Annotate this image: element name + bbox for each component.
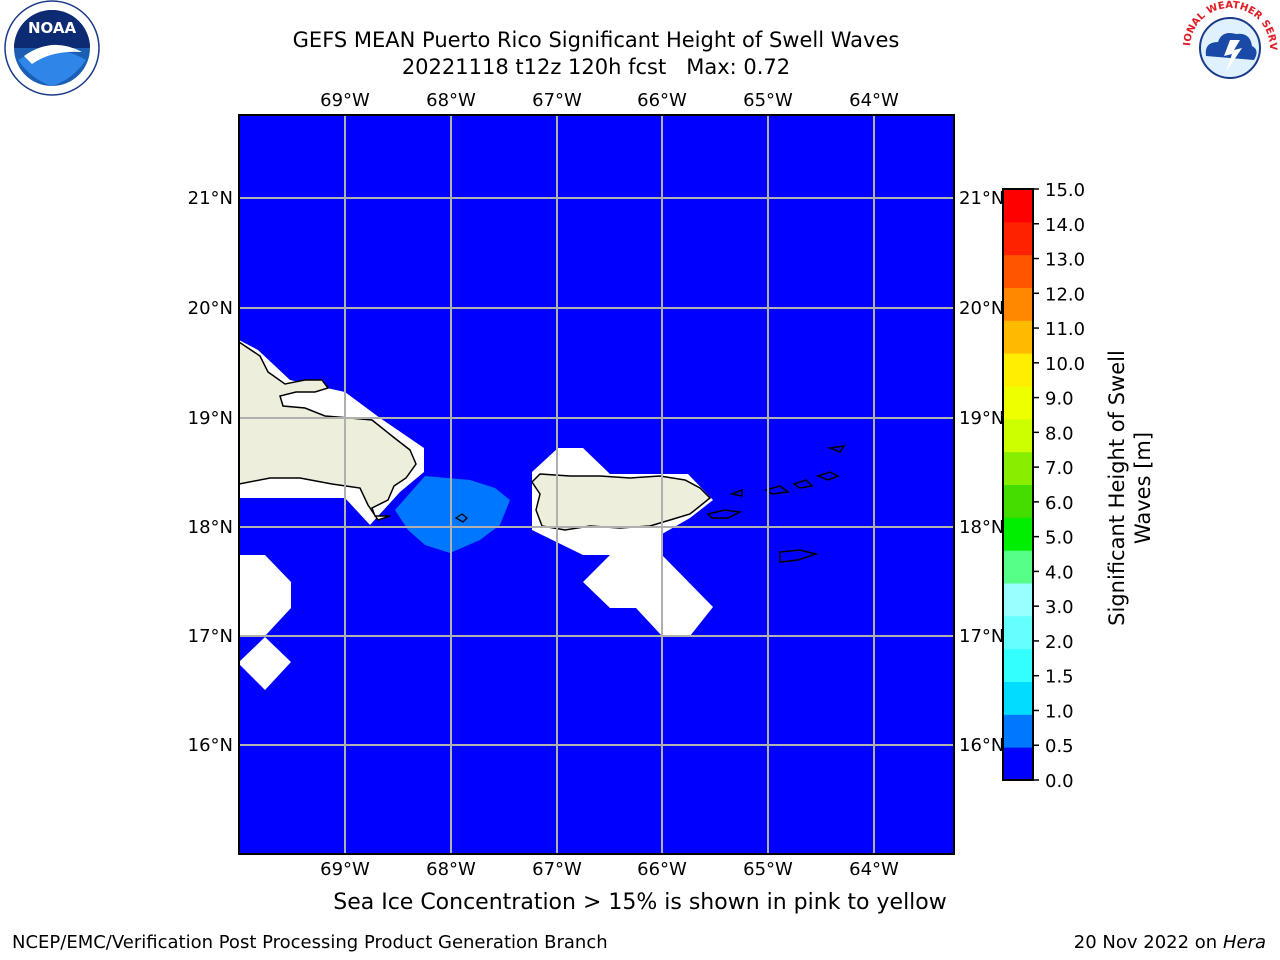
- colorbar-tick-label: 0.5: [1045, 736, 1074, 757]
- colorbar-tick-label: 3.0: [1045, 597, 1074, 618]
- lat-label: 16°N: [959, 735, 1004, 756]
- colorbar-tick-label: 9.0: [1045, 389, 1074, 410]
- lat-label: 17°N: [959, 626, 1004, 647]
- colorbar-segment: [1003, 353, 1033, 387]
- island-mona: [454, 513, 468, 523]
- colorbar-segment: [1003, 287, 1033, 321]
- lon-label: 65°W: [743, 90, 793, 111]
- lat-label: 20°N: [188, 298, 233, 319]
- colorbar-title: Significant Height of Swell Waves [m]: [1105, 350, 1155, 626]
- land-hispaniola: [239, 341, 417, 521]
- colorbar-tick-label: 8.0: [1045, 423, 1074, 444]
- colorbar-segment: [1003, 189, 1033, 223]
- footer-machine: Hera: [1222, 932, 1266, 953]
- colorbar-segment: [1003, 648, 1033, 682]
- lon-label: 66°W: [637, 859, 687, 880]
- footer-date: 20 Nov 2022 on Hera: [1074, 932, 1266, 953]
- island-st-john: [792, 479, 814, 489]
- lon-label: 66°W: [637, 90, 687, 111]
- colorbar-tick-label: 4.0: [1045, 562, 1074, 583]
- colorbar-tick-label: 13.0: [1045, 250, 1085, 271]
- colorbar-tick-label: 10.0: [1045, 354, 1085, 375]
- colorbar-segment: [1003, 451, 1033, 485]
- island-anegada: [827, 445, 846, 453]
- sea-ice-footnote: Sea Ice Concentration > 15% is shown in …: [333, 890, 947, 915]
- lon-label: 64°W: [849, 90, 899, 111]
- lon-label: 69°W: [320, 90, 370, 111]
- colorbar-tick-label: 14.0: [1045, 215, 1085, 236]
- lat-label: 21°N: [188, 188, 233, 209]
- swell-contour-0-5m: [395, 476, 510, 553]
- map-panel: [239, 115, 954, 854]
- lon-label: 65°W: [743, 859, 793, 880]
- lat-label: 21°N: [959, 188, 1004, 209]
- nws-logo: NATIONAL WEATHER SERVICE: [1180, 0, 1278, 94]
- lat-label: 18°N: [959, 517, 1004, 538]
- colorbar-segment: [1003, 714, 1033, 748]
- lat-labels-left: 21°N 20°N 19°N 18°N 17°N 16°N: [188, 188, 233, 756]
- island-culebra: [729, 488, 743, 497]
- chart-title: GEFS MEAN Puerto Rico Significant Height…: [292, 28, 900, 52]
- colorbar-segment: [1003, 418, 1033, 453]
- lon-label: 69°W: [320, 859, 370, 880]
- no-data-area-south-pr: [583, 555, 713, 636]
- lat-label: 16°N: [188, 735, 233, 756]
- colorbar-segment: [1003, 747, 1033, 781]
- island-st-croix: [779, 549, 819, 563]
- noaa-logo: NOAA: [4, 0, 100, 96]
- colorbar-segment: [1003, 517, 1033, 551]
- colorbar-tick-label: 7.0: [1045, 458, 1074, 479]
- colorbar-tick-label: 11.0: [1045, 319, 1085, 340]
- graticule: [239, 115, 954, 854]
- no-data-area-southwest-1: [239, 555, 291, 636]
- island-st-thomas: [764, 485, 790, 495]
- lon-labels-top: 69°W 68°W 67°W 66°W 65°W 64°W: [320, 90, 899, 111]
- island-tortola: [815, 471, 840, 481]
- colorbar-segment: [1003, 550, 1033, 584]
- lat-label: 19°N: [188, 408, 233, 429]
- colorbar-segment: [1003, 681, 1033, 715]
- colorbar-segment: [1003, 386, 1033, 420]
- no-data-area-southwest-2: [239, 637, 291, 690]
- colorbar-tick-label: 0.0: [1045, 771, 1074, 792]
- colorbar-tick-label: 12.0: [1045, 284, 1085, 305]
- colorbar-segment: [1003, 484, 1033, 518]
- colorbar-segment: [1003, 615, 1033, 650]
- colorbar-tick-label: 5.0: [1045, 528, 1074, 549]
- lon-label: 68°W: [426, 90, 476, 111]
- chart-subtitle: 20221118 t12z 120h fcst Max: 0.72: [401, 55, 791, 79]
- colorbar: 0.0 0.5 1.0 1.5 2.0 3.0 4.0 5.0 6.0 7.0 8.0 9.0 10.0…: [1002, 180, 1085, 792]
- island-vieques: [706, 509, 743, 519]
- colorbar-tick-label: 1.0: [1045, 701, 1074, 722]
- lon-labels-bottom: 69°W 68°W 67°W 66°W 65°W 64°W: [320, 859, 899, 880]
- lat-label: 18°N: [188, 517, 233, 538]
- colorbar-segment: [1003, 320, 1033, 354]
- lat-label: 19°N: [959, 408, 1004, 429]
- lat-label: 17°N: [188, 626, 233, 647]
- colorbar-tick-label: 1.5: [1045, 667, 1074, 688]
- footer-date-text: 20 Nov 2022 on: [1073, 932, 1218, 953]
- colorbar-tick-label: 6.0: [1045, 493, 1074, 514]
- footer-credit: NCEP/EMC/Verification Post Processing Pr…: [12, 932, 608, 953]
- colorbar-segment: [1003, 583, 1033, 617]
- svg-text:NOAA: NOAA: [28, 19, 77, 37]
- colorbar-segment: [1003, 254, 1033, 288]
- colorbar-frame: [1002, 188, 1034, 781]
- colorbar-tick-label: 2.0: [1045, 632, 1074, 653]
- lon-label: 67°W: [532, 90, 582, 111]
- lon-label: 68°W: [426, 859, 476, 880]
- map-frame: [238, 114, 955, 855]
- lat-label: 20°N: [959, 298, 1004, 319]
- lon-label: 64°W: [849, 859, 899, 880]
- lat-labels-right: 21°N 20°N 19°N 18°N 17°N 16°N: [959, 188, 1004, 756]
- colorbar-segment: [1003, 221, 1033, 256]
- colorbar-tick-label: 15.0: [1045, 180, 1085, 201]
- lon-label: 67°W: [532, 859, 582, 880]
- land-puerto-rico: [531, 473, 712, 531]
